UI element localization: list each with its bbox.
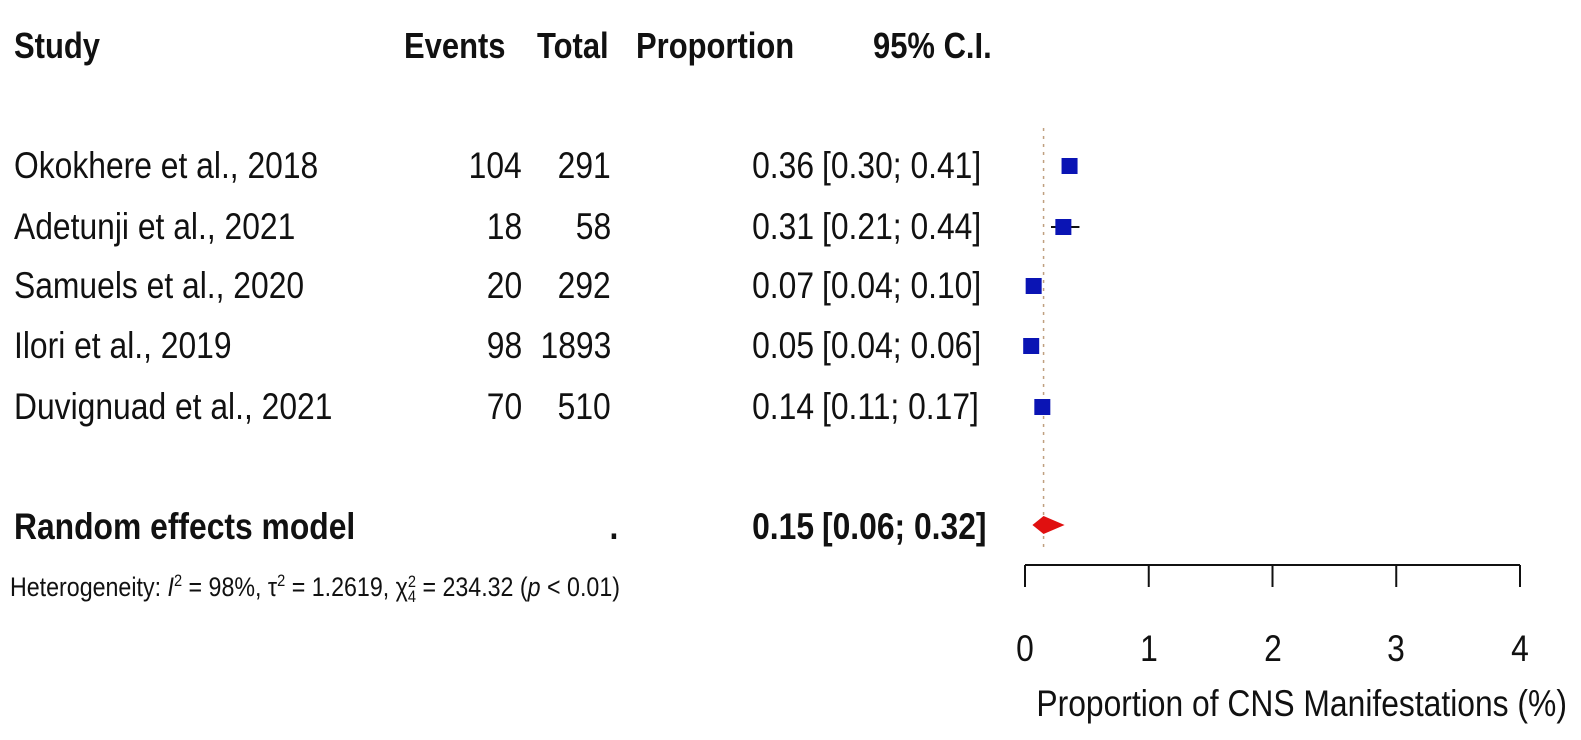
x-tick-label: 2 <box>1263 628 1282 669</box>
tau-value: = 1.2619, <box>285 572 396 602</box>
tau-symbol: τ <box>267 572 278 602</box>
x-tick-label: 4 <box>1511 628 1529 669</box>
x-axis <box>1024 564 1521 587</box>
study-name: Adetunji et al., 2021 <box>14 206 296 247</box>
summary-label: Random effects model <box>14 506 356 547</box>
study-events: 20 <box>486 265 522 306</box>
header-proportion: Proportion <box>636 25 795 66</box>
study-proportion: 0.31 <box>752 206 814 247</box>
study-proportion: 0.36 <box>752 145 814 186</box>
chi-superscript: 2 <box>407 571 416 591</box>
point-estimate-square <box>1025 278 1042 294</box>
study-events: 18 <box>486 206 522 247</box>
i2-symbol: I <box>167 572 174 602</box>
summary-diamond <box>1032 516 1065 534</box>
study-ci: [0.04; 0.06] <box>822 325 982 366</box>
tau-superscript: 2 <box>277 571 286 590</box>
heterogeneity-prefix: Heterogeneity: <box>10 572 168 602</box>
header-events: Events <box>404 25 506 66</box>
point-estimate-square <box>1061 158 1078 174</box>
x-tick-label: 1 <box>1139 628 1158 669</box>
summary-ci: [0.06; 0.32] <box>822 506 987 547</box>
study-proportion: 0.14 <box>752 386 814 427</box>
plot-marks <box>1023 158 1080 534</box>
study-name: Ilori et al., 2019 <box>14 325 232 366</box>
i2-superscript: 2 <box>173 571 183 590</box>
study-proportion: 0.07 <box>752 265 814 306</box>
study-total: 58 <box>575 206 611 247</box>
study-marker <box>1025 278 1042 294</box>
p-symbol: p <box>527 572 541 602</box>
study-marker <box>1061 158 1078 174</box>
point-estimate-square <box>1055 219 1072 235</box>
study-marker <box>1034 399 1051 415</box>
study-marker <box>1023 338 1040 354</box>
x-tick-label: 3 <box>1387 628 1406 669</box>
header-ci: 95% C.I. <box>873 25 992 66</box>
study-ci: [0.21; 0.44] <box>822 206 982 247</box>
p-value: < 0.01) <box>540 572 620 602</box>
study-ci: [0.30; 0.41] <box>822 145 982 186</box>
study-total: 510 <box>557 386 611 427</box>
study-ci: [0.11; 0.17] <box>822 386 979 427</box>
study-total: 1893 <box>540 325 611 366</box>
chi-subscript: 4 <box>407 586 416 606</box>
point-estimate-square <box>1034 399 1051 415</box>
study-marker <box>1050 219 1080 235</box>
study-name: Okokhere et al., 2018 <box>14 145 319 186</box>
study-total: 291 <box>557 145 611 186</box>
study-name: Samuels et al., 2020 <box>14 265 305 306</box>
i2-value: = 98%, <box>182 572 268 602</box>
x-tick-label: 0 <box>1016 628 1034 669</box>
chi-symbol: χ <box>395 572 408 602</box>
study-ci: [0.04; 0.10] <box>822 265 982 306</box>
study-name: Duvignuad et al., 2021 <box>14 386 333 427</box>
study-events: 104 <box>468 145 522 186</box>
chi-value: = 234.32 ( <box>415 572 528 602</box>
study-total: 292 <box>557 265 611 306</box>
point-estimate-square <box>1023 338 1040 354</box>
header-total: Total <box>537 25 609 66</box>
study-events: 98 <box>486 325 522 366</box>
summary-proportion: 0.15 <box>752 506 814 547</box>
study-proportion: 0.05 <box>752 325 814 366</box>
header-study: Study <box>14 25 101 66</box>
summary-events: . <box>609 506 618 547</box>
study-events: 70 <box>486 386 522 427</box>
x-axis-title: Proportion of CNS Manifestations (%) <box>1036 683 1567 724</box>
